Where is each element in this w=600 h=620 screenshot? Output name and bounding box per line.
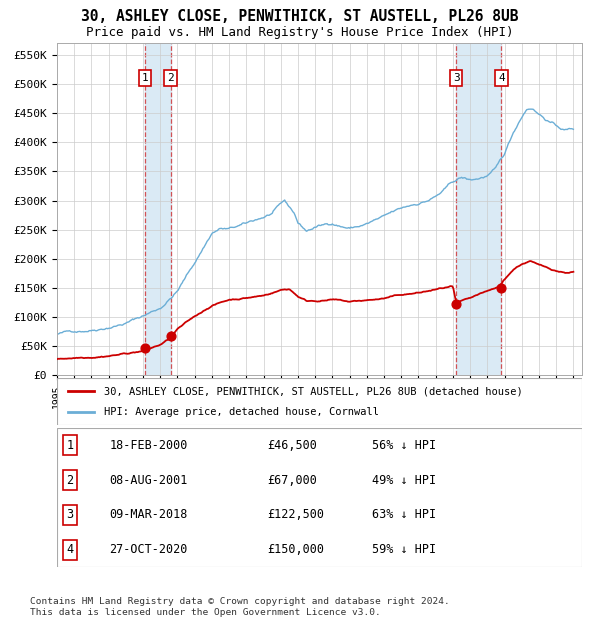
Text: 4: 4 [67,543,74,556]
Text: £67,000: £67,000 [267,474,317,487]
Text: 2: 2 [167,73,174,83]
Text: £122,500: £122,500 [267,508,324,521]
Text: Price paid vs. HM Land Registry's House Price Index (HPI): Price paid vs. HM Land Registry's House … [86,26,514,39]
Text: HPI: Average price, detached house, Cornwall: HPI: Average price, detached house, Corn… [104,407,379,417]
Text: 30, ASHLEY CLOSE, PENWITHICK, ST AUSTELL, PL26 8UB (detached house): 30, ASHLEY CLOSE, PENWITHICK, ST AUSTELL… [104,386,523,396]
Text: £150,000: £150,000 [267,543,324,556]
Text: 3: 3 [453,73,460,83]
Text: £46,500: £46,500 [267,439,317,452]
Text: 63% ↓ HPI: 63% ↓ HPI [372,508,436,521]
Point [451,299,461,309]
Text: 27-OCT-2020: 27-OCT-2020 [110,543,188,556]
Point [497,283,506,293]
Bar [456,43,502,375]
Bar [145,43,170,375]
FancyBboxPatch shape [57,428,582,567]
Text: Contains HM Land Registry data © Crown copyright and database right 2024.
This d: Contains HM Land Registry data © Crown c… [30,598,450,617]
Text: 3: 3 [67,508,74,521]
Text: 18-FEB-2000: 18-FEB-2000 [110,439,188,452]
Text: 09-MAR-2018: 09-MAR-2018 [110,508,188,521]
Point [166,331,175,341]
Text: 49% ↓ HPI: 49% ↓ HPI [372,474,436,487]
Text: 4: 4 [498,73,505,83]
Text: 1: 1 [67,439,74,452]
Text: 56% ↓ HPI: 56% ↓ HPI [372,439,436,452]
Text: 59% ↓ HPI: 59% ↓ HPI [372,543,436,556]
FancyBboxPatch shape [57,378,582,425]
Point [140,343,150,353]
Text: 1: 1 [142,73,149,83]
Text: 30, ASHLEY CLOSE, PENWITHICK, ST AUSTELL, PL26 8UB: 30, ASHLEY CLOSE, PENWITHICK, ST AUSTELL… [81,9,519,24]
Text: 08-AUG-2001: 08-AUG-2001 [110,474,188,487]
Text: 2: 2 [67,474,74,487]
